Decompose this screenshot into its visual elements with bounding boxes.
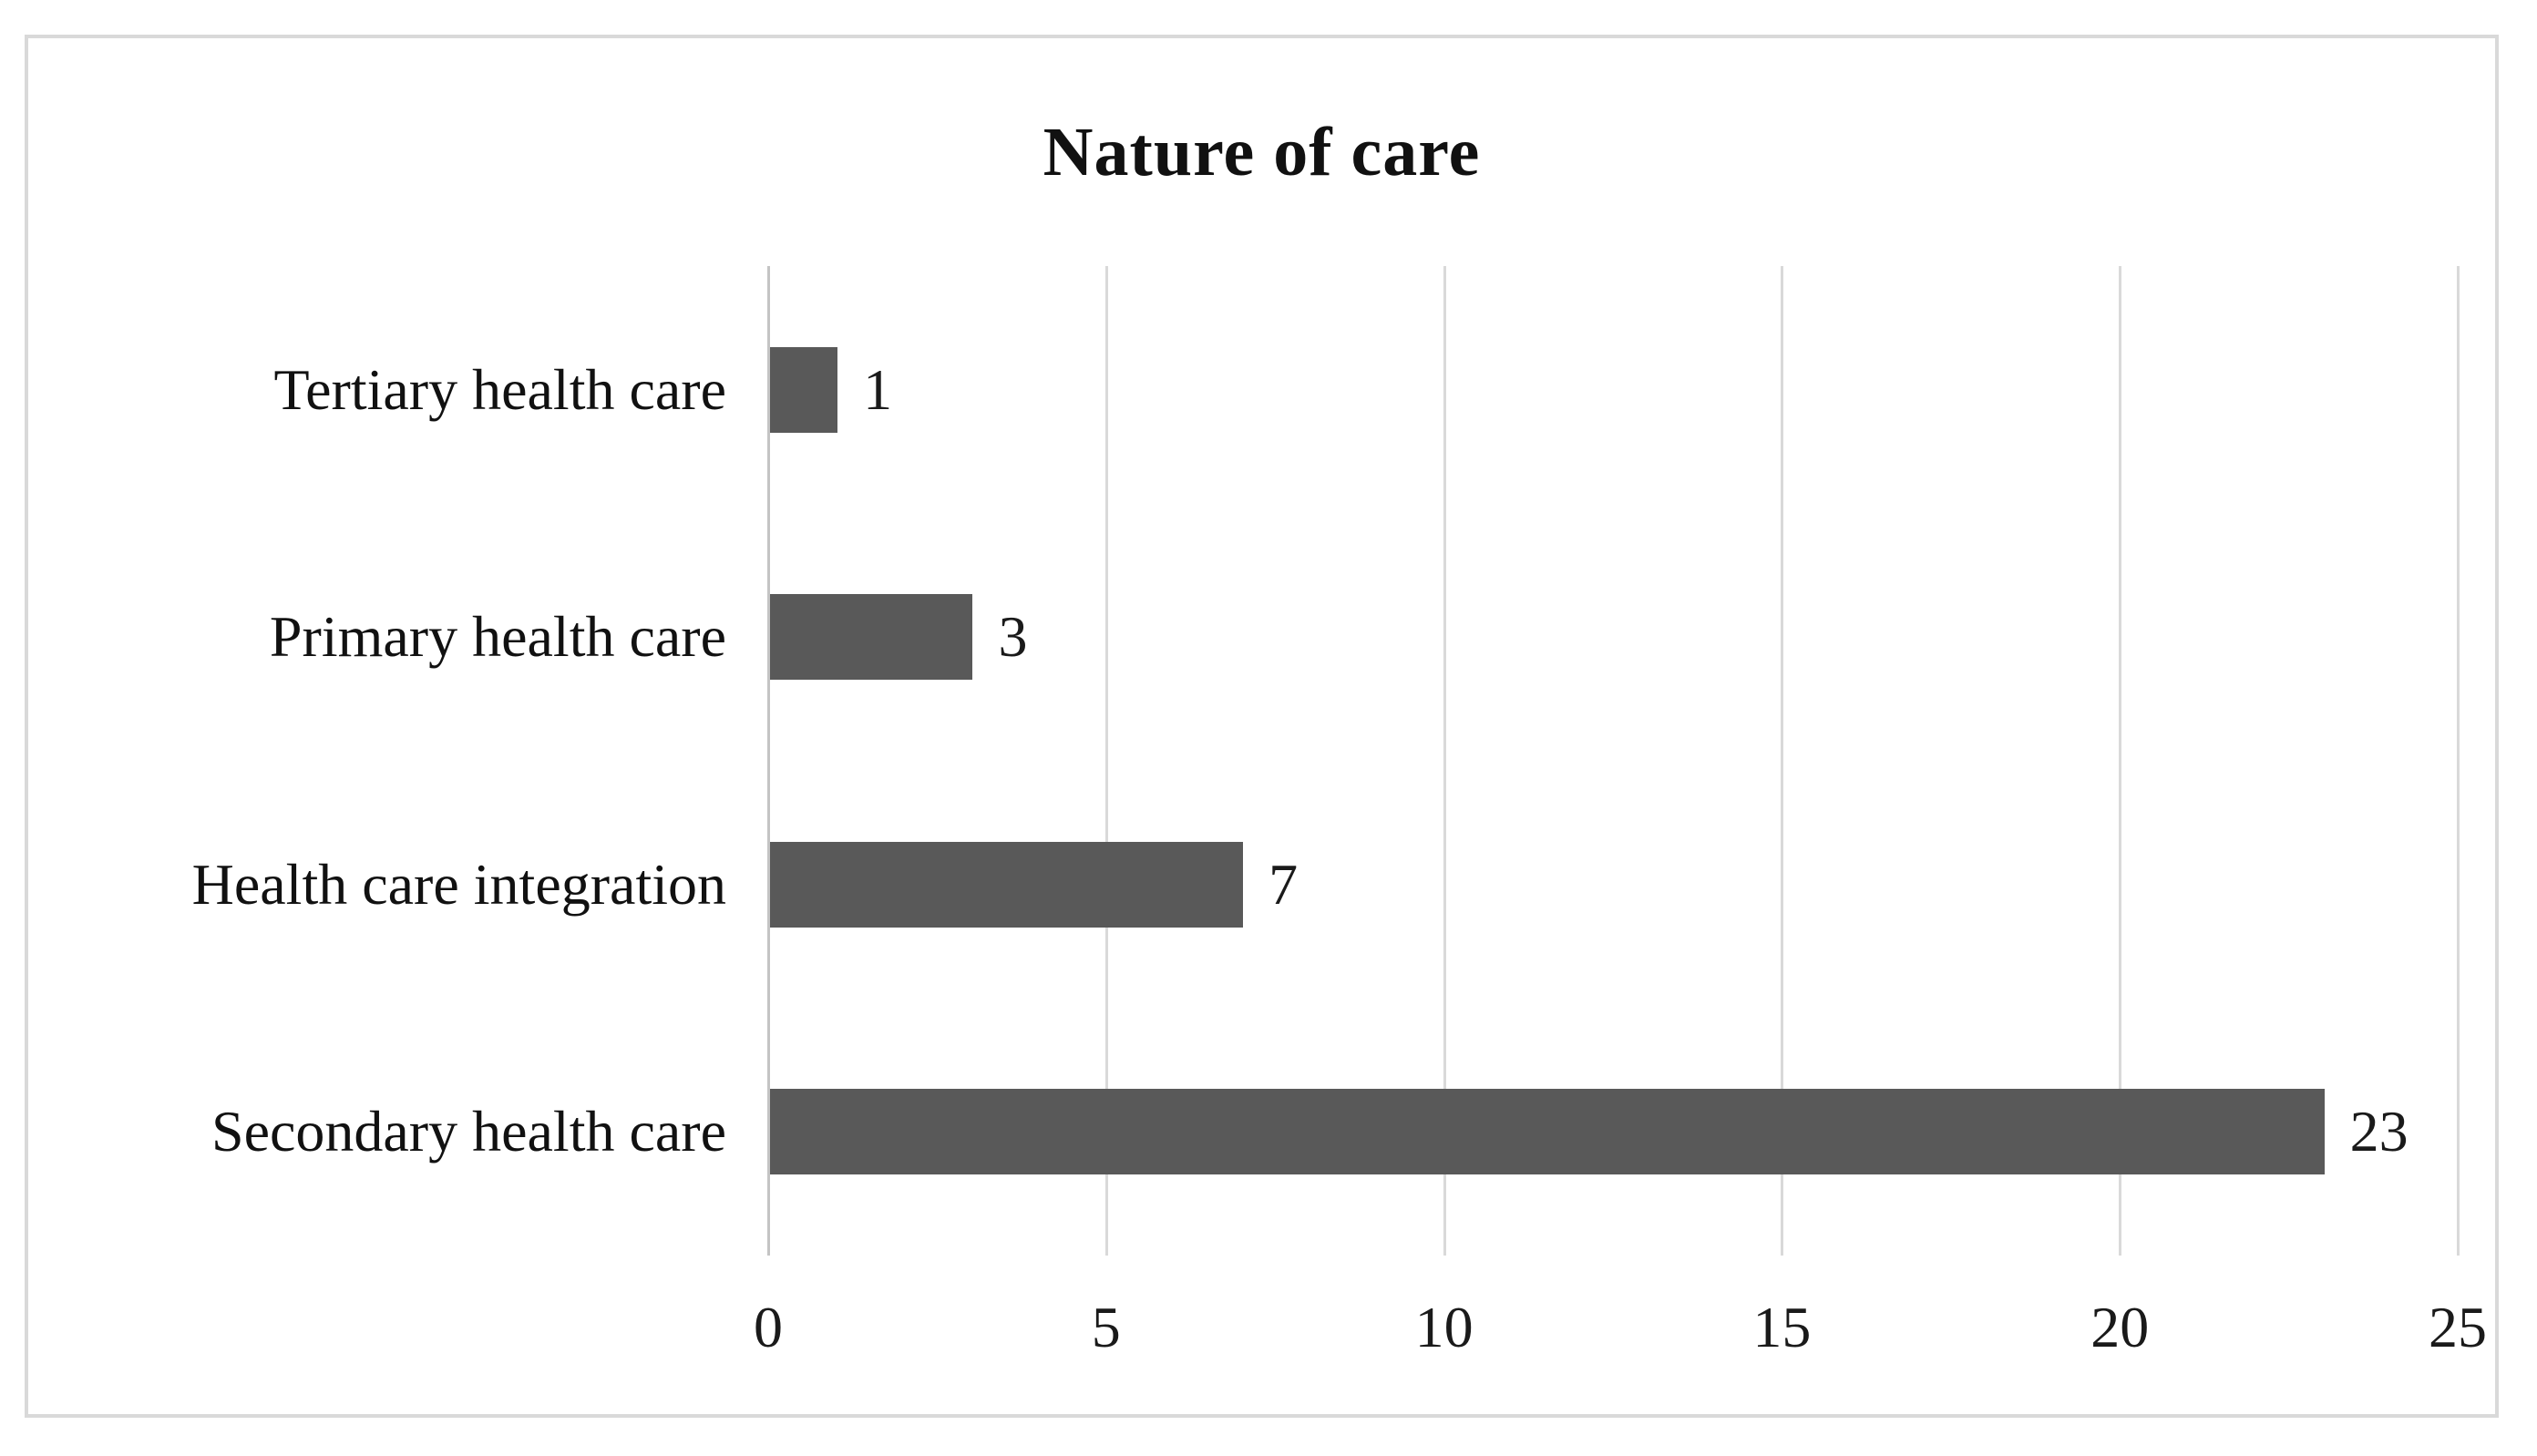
bar-value-label: 7 [1268,851,1299,917]
x-tick-label: 25 [2429,1295,2487,1359]
plot-area: 0 5 10 15 20 25 1 3 7 23 [754,266,2487,1359]
category-label: Tertiary health care [273,356,726,422]
bar-secondary-health-care [770,1089,2325,1175]
bar-primary-health-care [770,594,973,681]
gridline [1104,266,1108,1256]
gridline [2119,266,2122,1256]
category-label: Health care integration [191,851,726,917]
gridline [1443,266,1446,1256]
x-tick-label: 10 [1414,1295,1474,1359]
gridline [2457,266,2460,1256]
bar-tertiary-health-care [770,346,838,433]
x-tick-label: 0 [754,1295,783,1359]
gridline [1781,266,1784,1256]
category-label: Secondary health care [211,1099,726,1164]
chart-title: Nature of care [1043,114,1481,190]
value-axis-line [767,266,770,1256]
bar-health-care-integration [770,841,1244,928]
bar-chart-frame: Nature of care 0 5 10 15 20 25 1 3 7 23 Tertiary … [25,35,2499,1418]
category-label: Primary health care [269,604,726,670]
x-tick-label: 20 [2090,1295,2150,1359]
bar-value-label: 3 [998,604,1028,670]
x-tick-label: 15 [1752,1295,1812,1359]
bar-value-label: 1 [863,356,893,422]
x-tick-label: 5 [1091,1295,1121,1359]
bar-value-label: 23 [2349,1099,2409,1164]
